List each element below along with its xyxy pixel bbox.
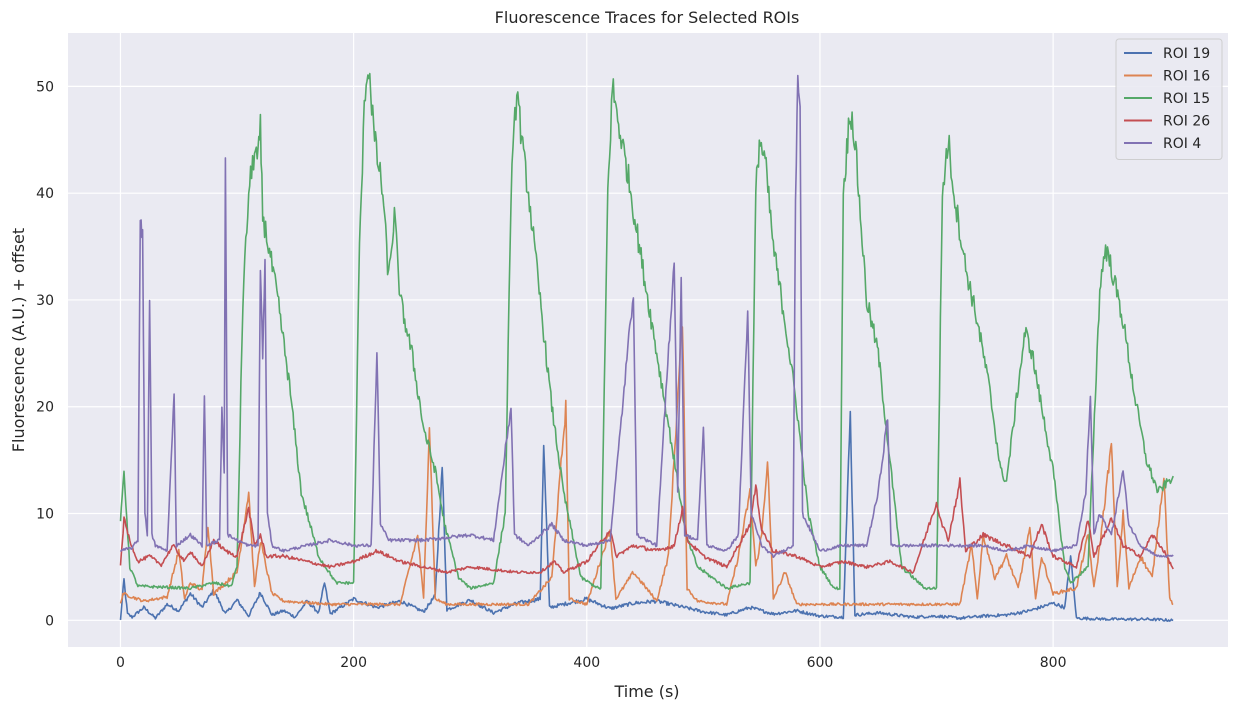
y-tick-label: 20 [36,400,54,416]
x-axis-ticks: 0 200 400 600 800 [116,655,1066,671]
y-tick-label: 50 [36,79,54,95]
legend-label: ROI 16 [1163,69,1210,85]
x-tick-label: 400 [573,655,600,671]
x-tick-label: 600 [807,655,834,671]
y-tick-label: 30 [36,293,54,309]
y-tick-label: 40 [36,186,54,202]
series-line-roi-16 [119,326,1174,607]
series-line-roi-4 [119,74,1174,559]
series-line-roi-15 [119,72,1174,591]
x-tick-label: 800 [1040,655,1067,671]
series-line-roi-26 [119,477,1174,575]
legend-label: ROI 26 [1163,114,1210,130]
chart-title: Fluorescence Traces for Selected ROIs [495,8,800,27]
y-tick-label: 10 [36,507,54,523]
x-axis-label: Time (s) [613,682,679,701]
y-axis-ticks: 0 10 20 30 40 50 [36,79,54,629]
x-tick-label: 0 [116,655,125,671]
y-tick-label: 0 [45,613,54,629]
legend-frame [1115,38,1223,160]
y-axis-label: Fluorescence (A.U.) + offset [9,228,28,452]
x-tick-label: 200 [340,655,367,671]
series-line-roi-19 [119,410,1174,622]
series-layer [119,72,1174,622]
legend-label: ROI 15 [1163,91,1210,107]
legend-label: ROI 4 [1163,136,1201,152]
legend-label: ROI 19 [1163,46,1210,62]
legend: ROI 19 ROI 16 ROI 15 ROI 26 ROI 4 [1115,38,1223,160]
